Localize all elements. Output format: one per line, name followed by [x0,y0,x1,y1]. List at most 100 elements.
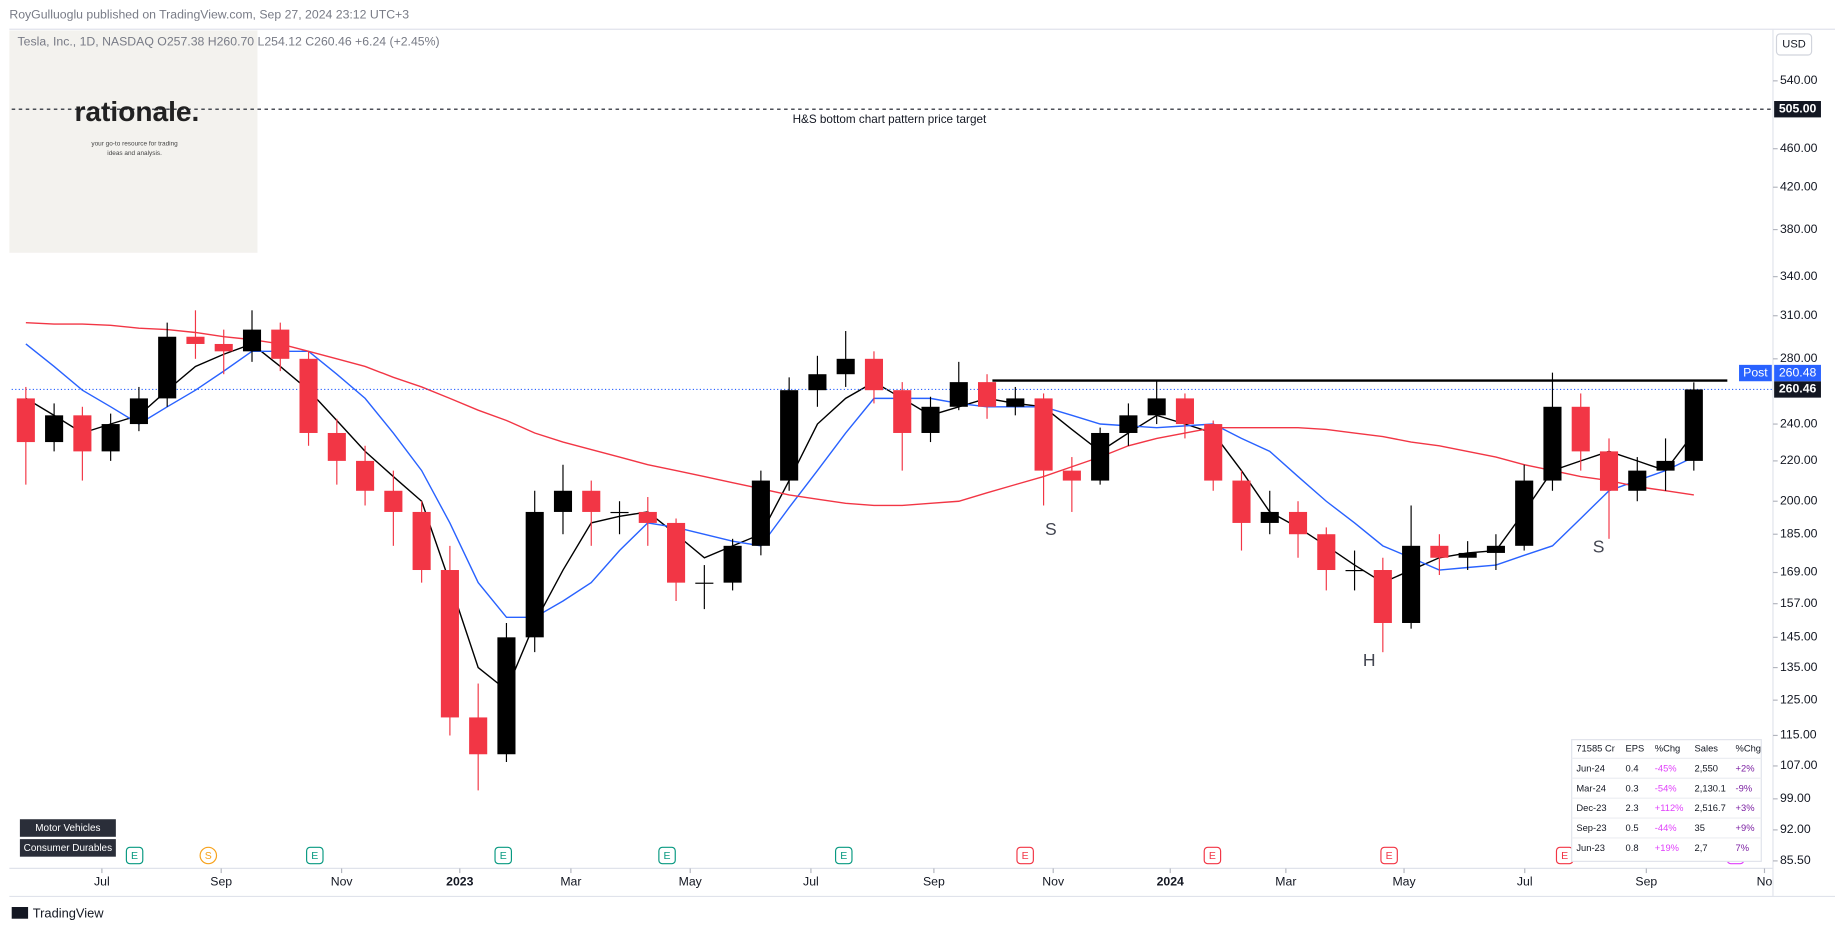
candle-body [695,582,714,584]
candle-body [836,358,855,375]
table-cell: Jun-23 [1576,843,1605,853]
candle-body [1571,406,1590,452]
x-tick-label: Sep [923,875,945,889]
candle-body [1430,545,1449,558]
logo-tagline: ideas and analysis. [107,150,162,157]
table-header: %Chg [1655,743,1680,753]
footer-logo [11,907,29,919]
badge[interactable] [19,839,116,857]
candle-body [186,336,205,344]
event-icon[interactable] [1203,846,1222,865]
x-tick-label: No [1757,875,1773,889]
event-icon[interactable] [1016,846,1034,865]
table-cell: -45% [1655,763,1677,773]
event-icon[interactable] [199,846,218,865]
table-cell: 2,516.7 [1695,803,1726,813]
logo-tagline: your go-to resource for trading [91,141,178,148]
table-cell: 35 [1695,823,1705,833]
candle-body [1175,398,1194,425]
candle-body [129,398,148,425]
candle-body [553,490,573,512]
candle-body [412,511,431,571]
event-icon[interactable] [306,846,324,865]
candle-body [610,511,629,514]
moving-average [25,321,1694,507]
events: E S E E E E E E E E E [125,846,1745,865]
event-label: E [500,850,507,862]
currency-button[interactable] [1775,33,1813,56]
candle-body [1656,460,1675,471]
y-tick-label: 85.50 [1780,853,1811,867]
candle-body [1119,415,1138,433]
table-cell: 2,130.1 [1695,783,1726,793]
x-tick-label: 2024 [1157,875,1184,889]
badge-label: Consumer Durables [24,843,112,854]
x-tick-label: Nov [331,875,354,889]
candle-body [723,545,742,583]
x-tick-label: 2023 [446,875,473,889]
table-cell: +9% [1736,823,1755,833]
y-tick-label: 200.00 [1780,493,1818,507]
y-tick-label: 220.00 [1780,453,1818,467]
event-icon[interactable] [1380,846,1398,865]
candle-body [1373,570,1392,623]
event-icon[interactable] [834,846,853,865]
x-tick-label: Nov [1042,875,1065,889]
candle-body [1006,398,1025,407]
candle-body [45,415,64,443]
event-label: S [205,850,212,862]
event-icon[interactable] [125,846,144,865]
candle-body [751,480,770,546]
post-tag [1739,364,1772,382]
candle-body [1543,406,1562,481]
candle-body [299,358,318,433]
candle-body [1458,552,1477,558]
event-label: E [1022,850,1029,862]
y-tick-label: 107.00 [1780,758,1818,772]
price-target-text: H&S bottom chart pattern price target [793,113,987,126]
footer-brand: TradingView [33,905,104,920]
event-label: E [840,850,847,862]
post-price-tag [1774,364,1821,382]
event-label: E [664,850,671,862]
candle-body [525,511,544,638]
table-cell: +2% [1736,763,1755,773]
candle-body [1147,398,1166,416]
candle-body [1486,545,1505,553]
candle-body [242,329,262,352]
table-cell: 2,7 [1695,843,1708,853]
candle-body [356,460,375,491]
event-icon[interactable] [658,846,676,865]
y-tick-label: 460.00 [1780,141,1818,155]
last-price-tag [1774,381,1821,398]
y-tick-label: 169.00 [1780,565,1818,579]
table-cell: +112% [1655,803,1684,813]
table-cell: Jun-24 [1576,763,1605,773]
table-header: %Chg [1736,743,1761,753]
y-tick-label: 240.00 [1780,416,1818,430]
badge[interactable] [19,819,116,837]
candle-body [440,570,459,718]
y-tick-label: 380.00 [1780,222,1818,236]
candle-body [16,398,35,443]
table-cell: 2,550 [1695,763,1718,773]
event-label: E [1386,850,1393,862]
event-icon[interactable] [494,846,512,865]
y-tick-label: 420.00 [1780,179,1818,193]
candle-body [1317,534,1336,571]
table-cell: Mar-24 [1576,783,1606,793]
y-tick-label: 185.00 [1780,526,1818,540]
price-target-tag-label: 505.00 [1779,101,1817,115]
candle-body [1062,470,1081,481]
table-cell: 0.5 [1626,823,1639,833]
last-price-label: 260.46 [1779,382,1817,396]
publisher: RoyGulluoglu published on TradingView.co… [9,7,409,21]
candle-body [780,390,799,481]
y-tick-label: 125.00 [1780,692,1818,706]
candle-body [949,382,968,407]
table-cell: Dec-23 [1576,803,1606,813]
table-cell: 2.3 [1626,803,1639,813]
y-tick-label: 310.00 [1780,308,1818,322]
x-tick-label: Mar [560,875,581,889]
